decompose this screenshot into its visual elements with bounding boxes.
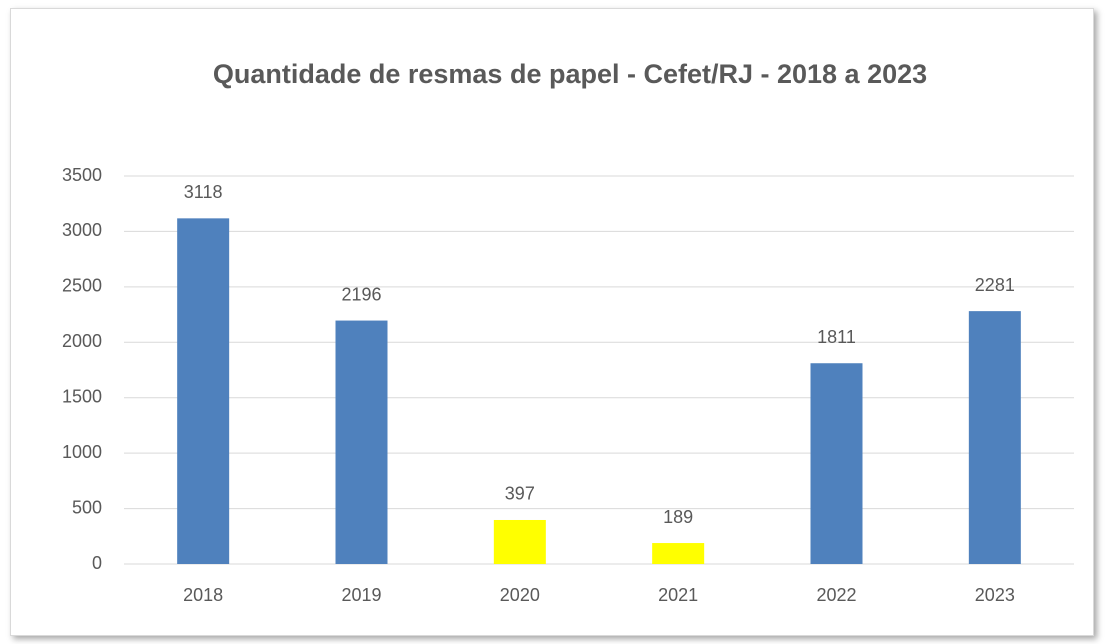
y-tick-label: 3500 <box>62 165 102 185</box>
bar <box>652 543 705 564</box>
x-tick-label: 2022 <box>816 585 856 605</box>
x-tick-label: 2020 <box>500 585 540 605</box>
chart-title: Quantidade de resmas de papel - Cefet/RJ… <box>212 59 928 89</box>
bar <box>335 320 388 564</box>
data-label: 397 <box>505 484 535 504</box>
bar <box>968 311 1021 564</box>
y-tick-label: 0 <box>92 553 102 573</box>
data-label: 2281 <box>975 275 1015 295</box>
data-label: 2196 <box>341 284 381 304</box>
bar <box>177 218 230 565</box>
x-tick-label: 2019 <box>341 585 381 605</box>
y-tick-label: 1000 <box>62 442 102 462</box>
data-label: 189 <box>663 507 693 527</box>
bar <box>493 519 546 564</box>
data-label: 3118 <box>184 182 223 202</box>
data-label: 1811 <box>817 327 856 347</box>
y-tick-label: 3000 <box>62 220 102 240</box>
bar <box>810 363 863 564</box>
y-tick-label: 1500 <box>62 386 102 406</box>
y-tick-label: 2500 <box>62 276 102 296</box>
y-tick-label: 500 <box>72 497 102 517</box>
x-tick-label: 2018 <box>183 585 223 605</box>
y-tick-label: 2000 <box>62 331 102 351</box>
x-tick-label: 2023 <box>975 585 1015 605</box>
x-tick-label: 2021 <box>658 585 698 605</box>
